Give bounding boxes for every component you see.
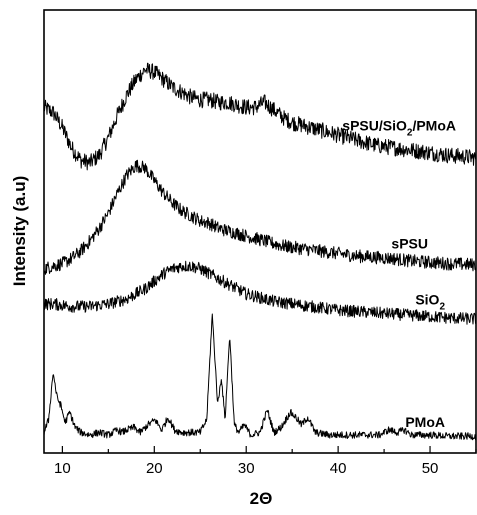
x-tick-label: 50 bbox=[422, 460, 439, 477]
x-tick-label: 40 bbox=[330, 460, 347, 477]
plot-frame bbox=[43, 9, 477, 454]
x-axis-title: 2Θ bbox=[250, 489, 273, 508]
x-tick-label: 30 bbox=[238, 460, 255, 477]
x-tick-label: 10 bbox=[54, 460, 71, 477]
series-label-2: sPSU bbox=[391, 235, 428, 251]
series-labels: sPSU/SiO2/PMoA sPSU SiO2 PMoA bbox=[342, 118, 456, 430]
series-line-3 bbox=[43, 260, 477, 325]
y-axis-title: Intensity (a.u) bbox=[10, 176, 29, 287]
series-layer bbox=[43, 62, 477, 441]
series-line-2 bbox=[43, 159, 477, 275]
x-tick-label: 20 bbox=[146, 460, 163, 477]
series-line-4 bbox=[43, 313, 477, 441]
series-label-4: PMoA bbox=[405, 414, 445, 430]
x-axis: 10 20 30 40 50 bbox=[54, 446, 477, 477]
series-label-3: SiO2 bbox=[415, 292, 445, 313]
plot-area bbox=[43, 9, 477, 454]
series-line-1 bbox=[43, 62, 477, 171]
series-label-1: sPSU/SiO2/PMoA bbox=[342, 118, 456, 139]
